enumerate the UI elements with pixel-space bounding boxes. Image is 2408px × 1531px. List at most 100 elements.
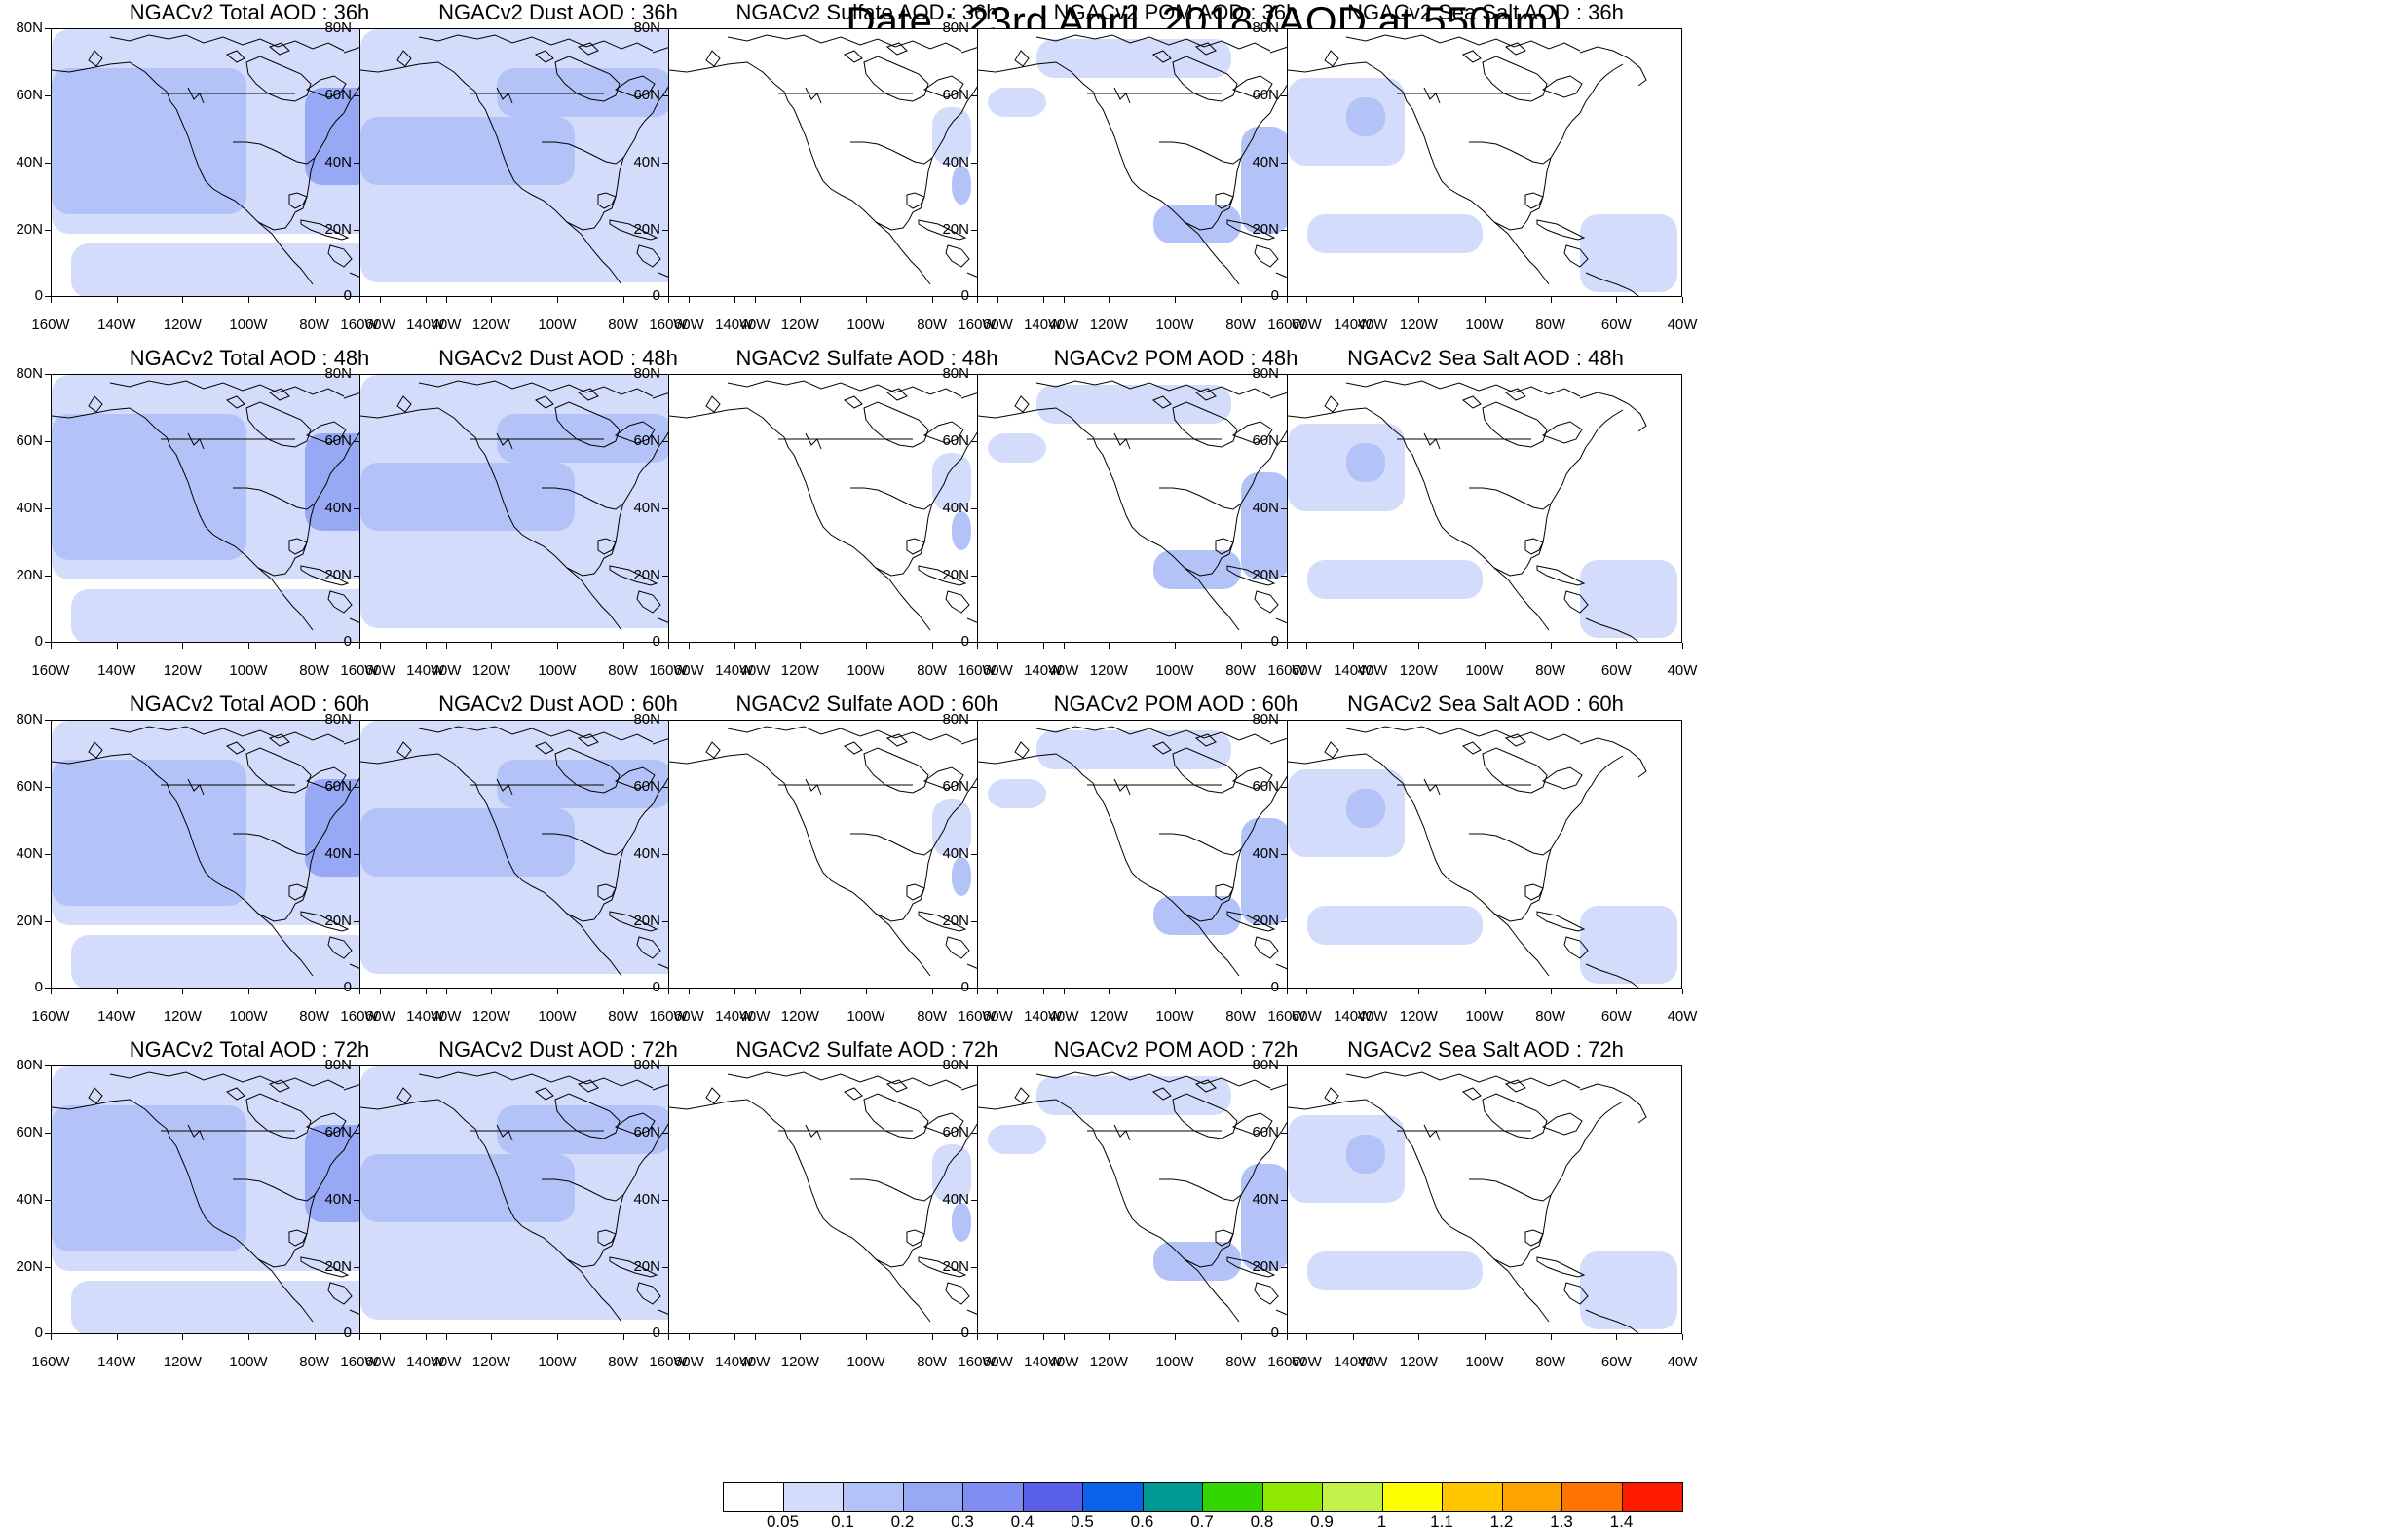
lat-tick: [1281, 374, 1287, 375]
coastline: [1493, 1194, 1552, 1268]
lon-tick: [359, 297, 360, 303]
lon-tick-label: 80W: [1225, 1008, 1257, 1025]
lon-tick-label: 100W: [229, 1008, 268, 1025]
lon-tick: [314, 1334, 316, 1340]
coastline: [300, 911, 350, 932]
lon-tick-label: 80W: [608, 662, 639, 679]
lon-tick-label: 80W: [608, 317, 639, 333]
coastline: [418, 380, 654, 397]
map-panel: NGACv2 Sea Salt AOD : 72h 80N 60N 40N 20N 0 16…: [1236, 950, 1718, 1370]
lon-tick-label: 40W: [739, 662, 771, 679]
lat-tick: [1281, 1200, 1287, 1201]
panel-title: NGACv2 Dust AOD : 60h: [438, 691, 678, 716]
coastline: [396, 395, 412, 413]
lat-tick: [662, 508, 668, 509]
coastline: [918, 565, 967, 586]
coastline: [1536, 1256, 1586, 1278]
coastline: [1482, 747, 1548, 794]
coastline: [1469, 63, 1624, 165]
lon-tick-label: 140W: [715, 1354, 754, 1370]
coastline: [1482, 1093, 1548, 1139]
lon-tick-label: 100W: [538, 1354, 577, 1370]
lon-tick: [1287, 989, 1288, 994]
lat-tick-label: 40N: [324, 1191, 352, 1208]
lat-tick-label: 40N: [1252, 500, 1279, 516]
aod-shading: [360, 808, 575, 877]
lon-tick-label: 40W: [739, 1354, 771, 1370]
lon-tick-label: 100W: [1155, 317, 1194, 333]
coastline: [327, 244, 353, 268]
colorbar-label: 1: [1376, 1512, 1387, 1531]
coastline: [1541, 1112, 1583, 1136]
coastline: [52, 753, 314, 977]
lon-tick-label: 100W: [538, 1008, 577, 1025]
coastline: [1226, 1256, 1276, 1278]
lon-tick: [1042, 297, 1044, 303]
lat-tick: [662, 988, 668, 989]
aod-shading: [52, 414, 246, 560]
panel-title: NGACv2 POM AOD : 48h: [1053, 346, 1298, 370]
lon-tick: [1682, 643, 1683, 649]
coastline: [187, 432, 205, 450]
lat-tick: [45, 720, 51, 721]
lat-tick-label: 20N: [16, 913, 43, 929]
lon-tick: [734, 989, 735, 994]
lat-tick: [971, 988, 977, 989]
coastline: [300, 1256, 350, 1278]
aod-map: [669, 726, 1029, 988]
aod-shading: [1346, 97, 1385, 136]
coastline: [1423, 87, 1441, 104]
coastline: [1215, 883, 1234, 901]
lon-tick-label: 140W: [1334, 662, 1373, 679]
map-frame: [1287, 28, 1682, 297]
coastline: [885, 733, 908, 747]
lat-tick: [971, 921, 977, 922]
aod-shading: [1580, 560, 1677, 638]
coastline: [1585, 1309, 1639, 1333]
lat-tick-label: 20N: [16, 1258, 43, 1275]
coastline: [226, 50, 245, 63]
lon-tick: [491, 297, 493, 303]
coastline: [669, 753, 931, 977]
coastline: [863, 56, 929, 102]
lat-tick-label: 60N: [1252, 87, 1279, 103]
coastline: [1504, 1079, 1526, 1093]
coastline: [636, 936, 661, 959]
aod-map: [1288, 726, 1677, 988]
lon-tick: [1109, 297, 1110, 303]
aod-shading: [1580, 906, 1677, 984]
lon-tick-label: 100W: [229, 662, 268, 679]
coastline: [597, 538, 617, 555]
lon-tick-label: 80W: [1225, 317, 1257, 333]
lat-tick-label: 40N: [16, 1191, 43, 1208]
coastline: [1482, 56, 1548, 102]
panel-title: NGACv2 Dust AOD : 36h: [438, 0, 678, 24]
coastline: [288, 1229, 308, 1247]
coastline: [636, 1282, 661, 1305]
coastline: [418, 34, 654, 52]
lat-tick: [662, 642, 668, 643]
lon-tick-label: 60W: [673, 317, 704, 333]
aod-map: [52, 29, 445, 296]
lon-tick: [866, 989, 867, 994]
lon-tick: [248, 297, 249, 303]
lon-tick: [755, 989, 756, 994]
lon-tick-label: 40W: [1667, 1008, 1698, 1025]
coastline: [1231, 75, 1273, 98]
lon-tick-label: 120W: [471, 1354, 510, 1370]
lat-tick-label: 0: [1270, 287, 1279, 304]
lon-tick: [1352, 1334, 1354, 1340]
lon-tick-label: 120W: [1089, 662, 1128, 679]
lon-tick: [1175, 297, 1176, 303]
coastline: [109, 1071, 345, 1089]
coastline: [1469, 1101, 1624, 1202]
aod-shading: [1153, 205, 1241, 243]
lon-tick-label: 40W: [431, 662, 462, 679]
coastline: [906, 538, 925, 555]
coastline: [52, 407, 314, 631]
lon-tick-label: 100W: [847, 1008, 885, 1025]
lon-tick-label: 80W: [917, 662, 948, 679]
colorbar-label: 0.05: [766, 1512, 800, 1531]
lon-tick: [866, 297, 867, 303]
lat-tick: [1281, 1267, 1287, 1268]
